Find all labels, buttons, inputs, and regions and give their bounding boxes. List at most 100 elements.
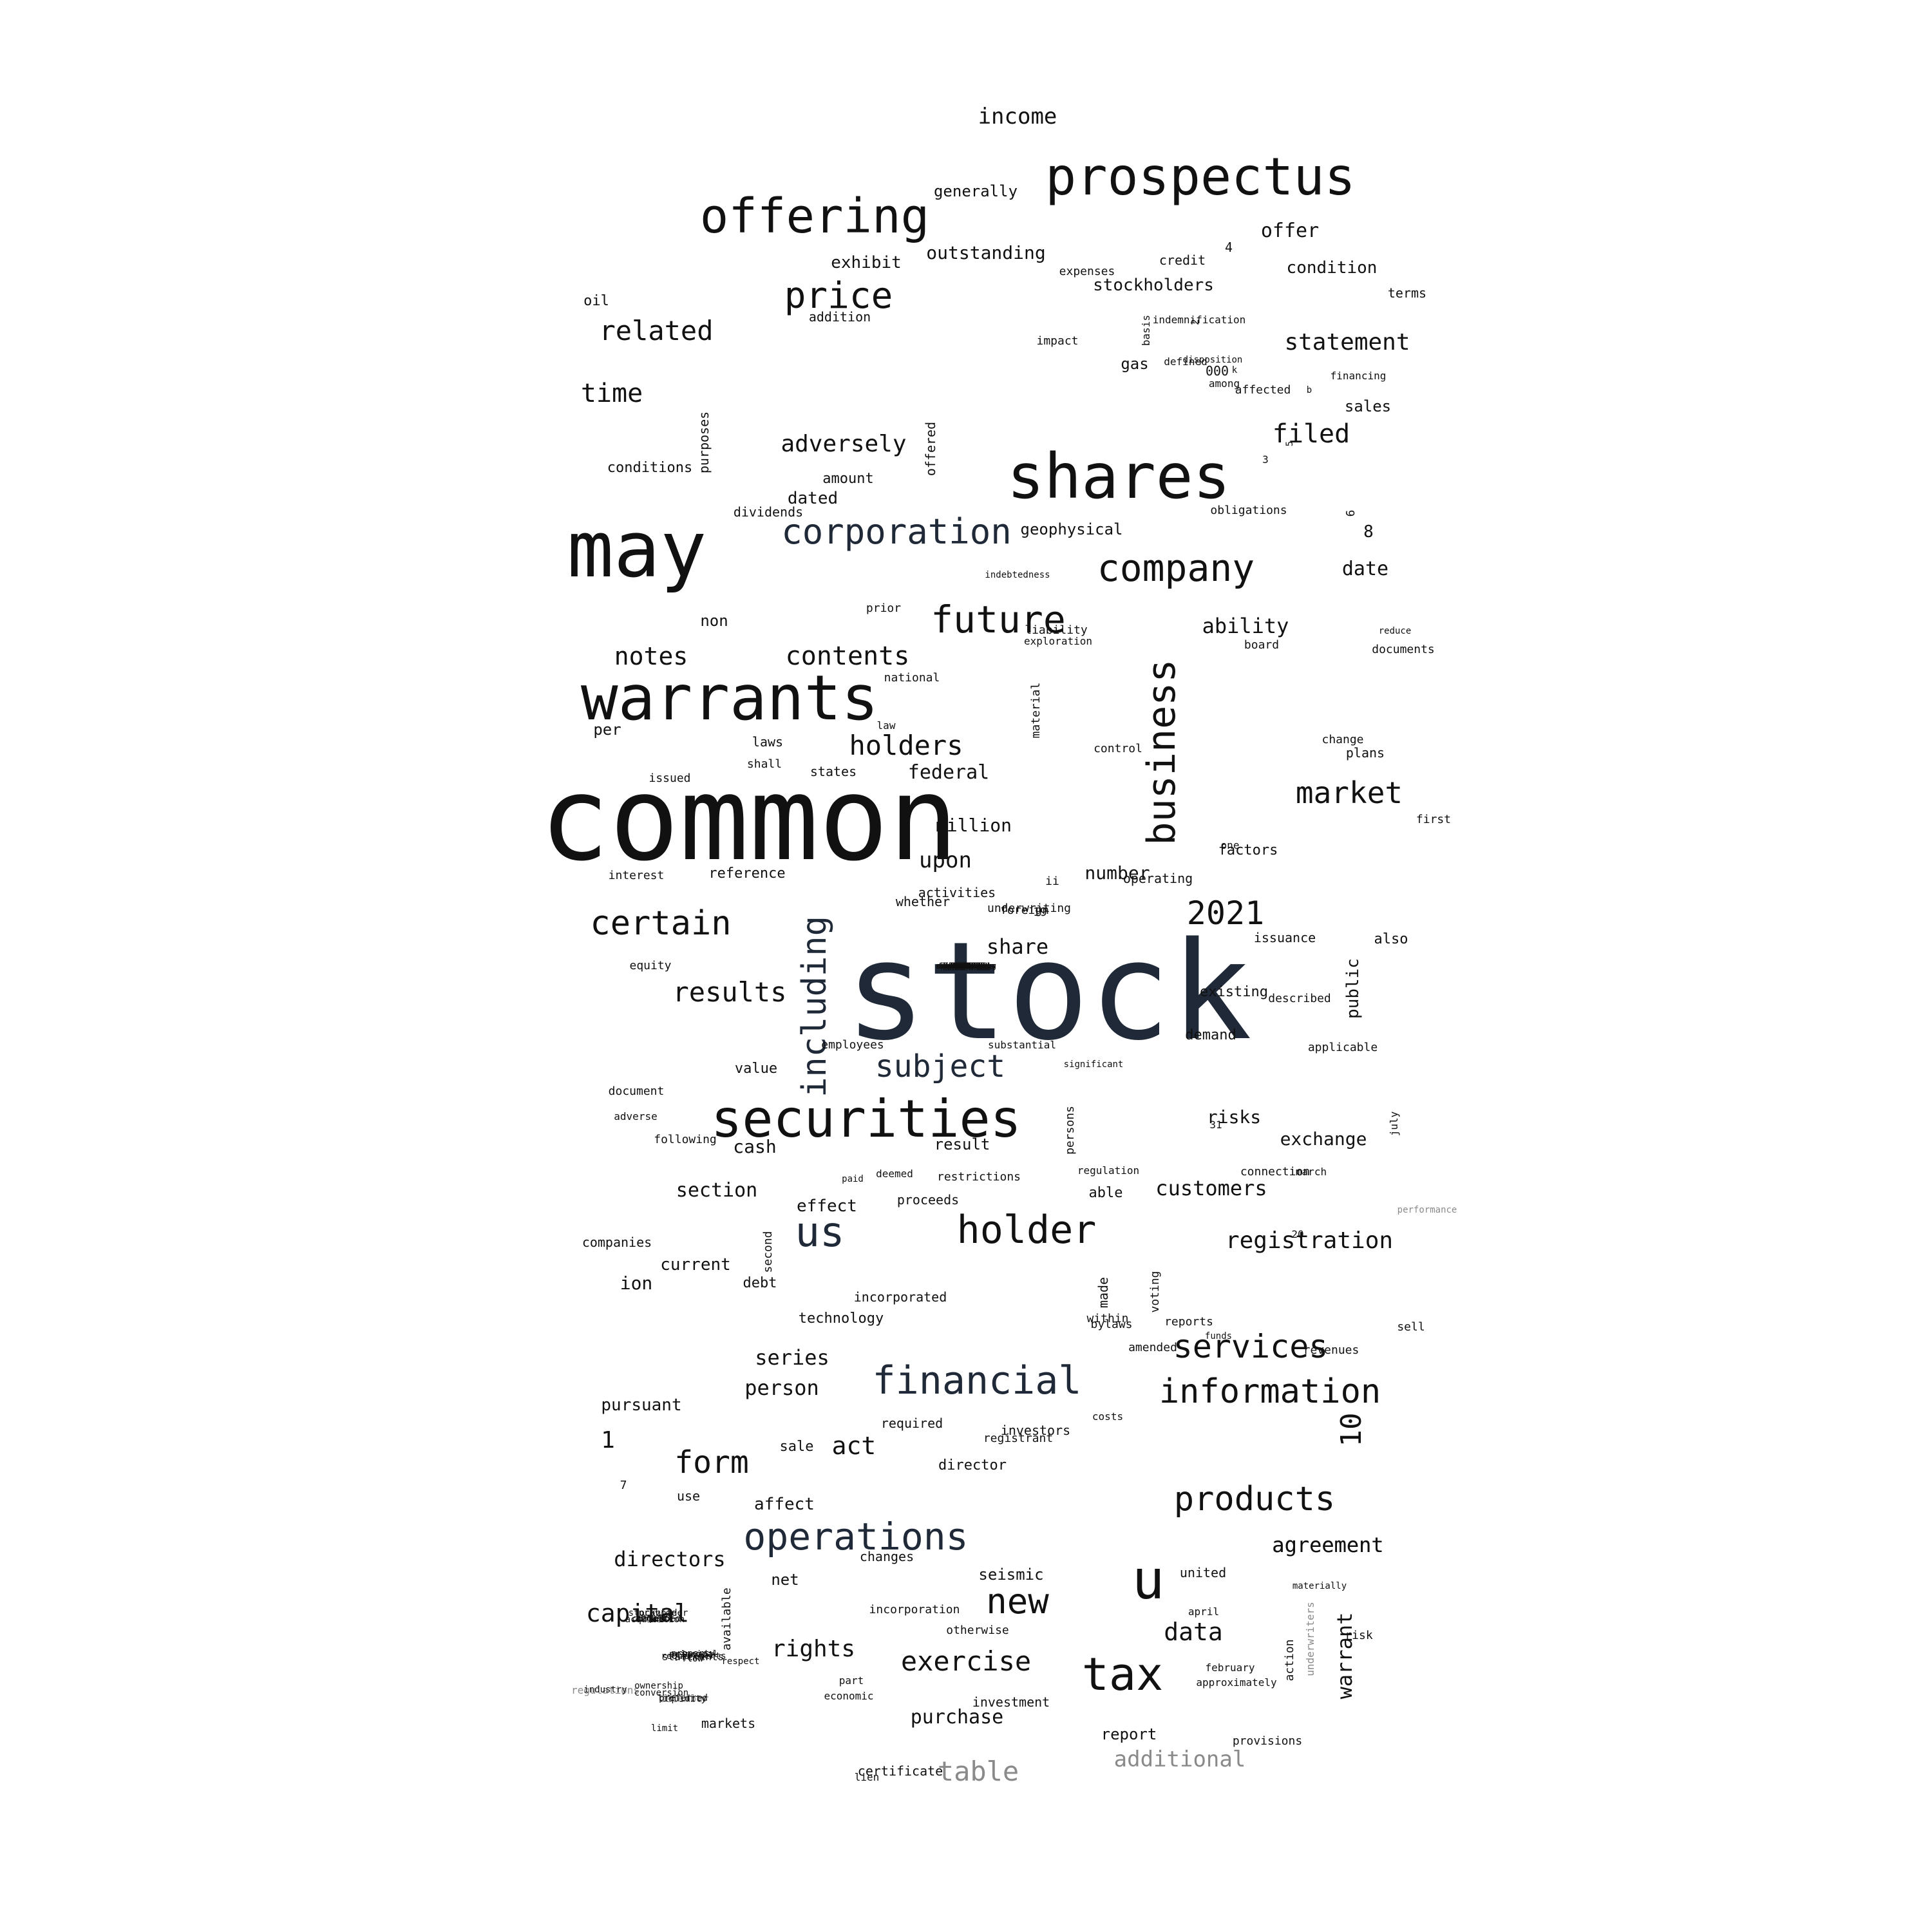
word: result	[934, 1135, 990, 1153]
word: develop	[949, 961, 983, 971]
word: business	[1139, 659, 1184, 846]
word: technology	[798, 1311, 884, 1327]
word: document	[608, 1084, 665, 1098]
word: rules	[954, 961, 978, 971]
word: markets	[701, 1716, 756, 1731]
word: customer	[947, 961, 985, 971]
word: resale	[952, 961, 980, 971]
word: due	[959, 961, 973, 971]
word: global	[952, 961, 980, 971]
word: looking	[949, 961, 983, 971]
word: bylaws	[1090, 1318, 1133, 1331]
word: deemed	[876, 1168, 913, 1180]
word: number	[1084, 862, 1150, 884]
word: amount	[822, 471, 874, 487]
word: 3	[1262, 453, 1269, 466]
word: potential	[945, 961, 987, 971]
word: share	[986, 934, 1049, 959]
word: agreement	[1272, 1533, 1384, 1557]
word: whole	[954, 961, 978, 971]
word: consent	[949, 961, 983, 971]
word: related	[599, 315, 714, 346]
word: subject	[875, 1048, 1006, 1084]
word: credit	[1159, 252, 1206, 268]
word: common	[539, 752, 959, 887]
word: holder	[956, 1208, 1097, 1253]
word: regulations	[571, 1684, 639, 1696]
word: upon	[919, 848, 972, 873]
word: us	[795, 1209, 845, 1256]
word: quarterly	[945, 961, 987, 971]
word: offerings	[945, 961, 987, 971]
word: made	[1095, 1276, 1111, 1309]
word: tax	[1081, 1648, 1164, 1701]
word: existing	[1200, 984, 1268, 1000]
word: property	[671, 1649, 715, 1659]
word: basis	[1140, 314, 1152, 346]
word: outstanding	[926, 242, 1046, 263]
word: connection	[1240, 1165, 1311, 1179]
word: bank	[956, 961, 976, 971]
word: events	[952, 961, 980, 971]
word: description	[940, 961, 992, 971]
word: trade	[954, 961, 978, 971]
word: right	[954, 961, 978, 971]
word: sufficient	[942, 961, 990, 971]
word: except	[952, 961, 980, 971]
word: loss	[956, 961, 976, 971]
word: material	[1029, 682, 1043, 739]
word: contents	[785, 641, 910, 671]
word: growth	[952, 961, 980, 971]
word: trust	[954, 961, 978, 971]
word: respect	[721, 1656, 760, 1667]
word: transactions	[938, 961, 994, 971]
word: certain	[590, 904, 732, 943]
word: consult	[949, 961, 983, 971]
word: results	[672, 976, 787, 1008]
word: persons	[1063, 1106, 1077, 1155]
word: delaware	[947, 961, 985, 971]
word: party	[954, 961, 978, 971]
word: competitive	[940, 961, 992, 971]
word: price	[784, 275, 893, 317]
word: law	[876, 719, 896, 732]
word: acquisition	[625, 1615, 685, 1625]
word: whether	[895, 894, 951, 909]
word: change	[1321, 733, 1364, 746]
word: matters	[949, 961, 983, 971]
word: march	[1295, 1166, 1327, 1178]
word: options	[949, 961, 983, 971]
word: entity	[952, 961, 980, 971]
word: stockholder	[628, 1608, 688, 1618]
word: covenants	[945, 961, 987, 971]
word: offer	[1260, 220, 1320, 242]
word: uk	[961, 961, 971, 971]
word: geophysical	[1020, 520, 1123, 538]
word: many	[956, 961, 976, 971]
word: materially	[1292, 1581, 1347, 1591]
word: july	[1388, 1111, 1400, 1137]
word: k	[1231, 365, 1238, 375]
word: 8	[1363, 522, 1374, 542]
word: investor	[947, 961, 985, 971]
word: 1	[601, 1427, 615, 1454]
word: underwriters	[1304, 1602, 1316, 1676]
word: maintain	[947, 961, 985, 971]
word: interest	[608, 869, 665, 882]
word: seismic	[978, 1566, 1044, 1584]
word: climate	[949, 961, 983, 971]
word: operations	[743, 1515, 969, 1558]
word: distribution	[938, 961, 994, 971]
word: person	[744, 1376, 819, 1400]
word: public	[1343, 958, 1363, 1019]
word: e	[963, 961, 969, 971]
word: regulatory	[942, 961, 990, 971]
word: product	[949, 961, 983, 971]
word: supply	[952, 961, 980, 971]
word: amended	[1128, 1341, 1177, 1354]
word: sold	[956, 961, 976, 971]
word: able	[1088, 1185, 1123, 1201]
word: may	[567, 506, 707, 595]
word: investment	[972, 1694, 1050, 1710]
